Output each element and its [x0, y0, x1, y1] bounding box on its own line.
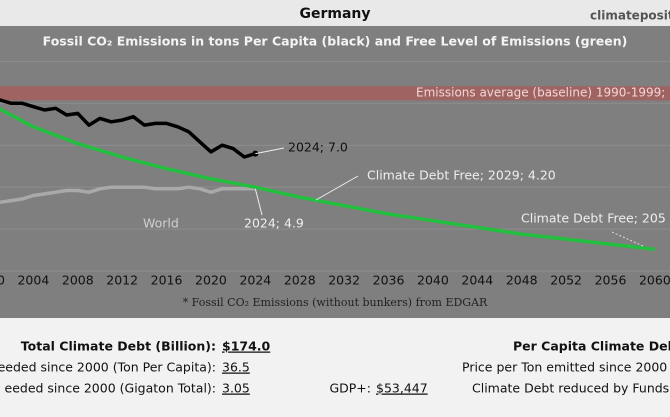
summary-right: Climate Debt reduced by Funds [472, 381, 669, 396]
leader [611, 231, 644, 247]
source: climatepositi [590, 9, 670, 23]
x-tick-label: 2052 [550, 273, 582, 288]
x-tick-label: 2020 [195, 273, 227, 288]
header-bg [0, 0, 670, 26]
x-tick-label: 2004 [17, 273, 49, 288]
summary-right: Price per Ton emitted since 2000 [462, 360, 667, 375]
leader [255, 147, 285, 155]
x-tick-label: 2012 [106, 273, 138, 288]
summary-value: $174.0 [222, 339, 271, 354]
summary-label: Total Climate Debt (Billion): [21, 339, 216, 354]
summary-label: eeded since 2000 (Ton Per Capita): [0, 360, 216, 375]
x-tick-label: 2016 [151, 273, 183, 288]
summary-bg [0, 318, 670, 417]
gdp-label: GDP+: [329, 381, 371, 396]
x-tick-label: 2060 [639, 273, 670, 288]
chart-title: Germany [299, 6, 370, 22]
x-tick-label: 2048 [506, 273, 538, 288]
annotation: Climate Debt Free; 205 [521, 211, 666, 226]
leader [254, 188, 263, 216]
x-tick-label: 2040 [417, 273, 449, 288]
summary-value: 36.5 [222, 360, 250, 375]
baseline-band [0, 86, 670, 101]
x-tick-label: 2044 [461, 273, 493, 288]
x-tick-label: 2028 [284, 273, 316, 288]
x-tick-label: 2032 [328, 273, 360, 288]
series-label: World [143, 216, 179, 231]
plot-bg [0, 26, 670, 318]
gdp-value: $53,447 [376, 381, 428, 396]
series-line [0, 185, 256, 204]
x-tick-label: 2024 [239, 273, 271, 288]
series-line [0, 107, 656, 251]
x-tick-label: 2036 [373, 273, 405, 288]
summary-value: 3.05 [222, 381, 250, 396]
x-tick-label: 2056 [595, 273, 627, 288]
footnote: * Fossil CO₂ Emissions (without bunkers)… [183, 296, 488, 309]
annotation: Climate Debt Free; 2029; 4.20 [367, 168, 556, 183]
summary-right: Per Capita Climate Debt [513, 339, 670, 354]
x-tick-label: 2008 [62, 273, 94, 288]
baseline-label: Emissions average (baseline) 1990-1999; … [416, 86, 670, 100]
summary-label: eeded since 2000 (Gigaton Total): [5, 381, 217, 396]
chart-subtitle: Fossil CO₂ Emissions in tons Per Capita … [43, 34, 628, 49]
leader [315, 175, 359, 201]
series-line [0, 98, 256, 159]
annotation: 2024; 7.0 [288, 140, 348, 155]
annotation: 2024; 4.9 [244, 216, 304, 231]
x-tick-label: 2000 [0, 273, 5, 288]
